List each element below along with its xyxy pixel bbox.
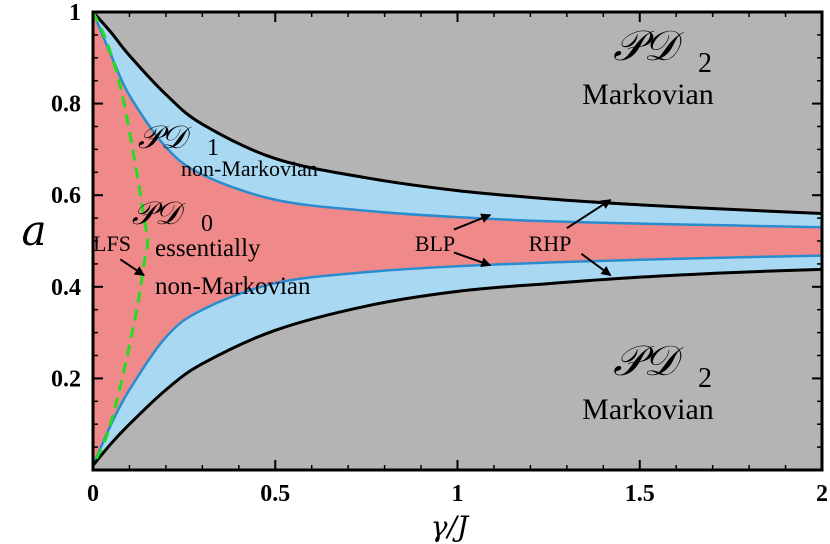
curve-inner-lower <box>91 254 823 466</box>
region-description: non-Markovian <box>181 156 318 181</box>
region-description: non-Markovian <box>155 273 311 300</box>
annotation-arrow <box>119 258 145 277</box>
region-symbol: 𝒫𝒟 <box>613 21 684 70</box>
region-subscript: 2 <box>698 363 712 394</box>
region-description: Markovian <box>582 393 714 426</box>
region-subscript: 2 <box>698 48 712 79</box>
x-tick-label: 2 <box>816 481 828 507</box>
annotation-arrow <box>566 198 612 230</box>
x-tick-label: 0.5 <box>260 481 290 507</box>
curves-layer <box>91 11 823 467</box>
region-symbol: 𝒫𝒟 <box>613 336 684 385</box>
region-subscript: 1 <box>207 135 219 161</box>
x-axis-label: γ/J <box>431 510 470 543</box>
curve-inner-upper <box>91 11 823 229</box>
y-tick-label: 0.6 <box>51 183 81 209</box>
annotation-text: LFS <box>93 231 131 256</box>
region-description: Markovian <box>582 78 714 111</box>
annotation-arrow <box>453 213 492 231</box>
region-symbol: 𝒫𝒟 <box>132 194 186 232</box>
axes-layer: 0 0.5 1 1.5 2 0.2 0.4 0.6 0.8 1 γ/J a <box>21 0 828 543</box>
region-symbol: 𝒫𝒟 <box>138 118 192 156</box>
annotation-blp: BLP <box>415 213 492 268</box>
regions-layer <box>93 12 822 470</box>
annotation-arrow <box>580 253 612 277</box>
y-tick-label: 1 <box>69 0 81 26</box>
y-tick-label: 0.4 <box>51 275 81 301</box>
x-tick-label: 1 <box>452 481 464 507</box>
curve-lfs <box>91 11 150 467</box>
y-axis-label: a <box>21 206 46 255</box>
annotation-text: BLP <box>415 231 455 256</box>
annotation-arrow <box>453 251 492 268</box>
annotation-rhp: RHP <box>529 198 612 277</box>
curve-outer-upper <box>91 11 823 216</box>
region-pd0-fill <box>93 12 822 466</box>
annotation-text: RHP <box>529 231 572 256</box>
region-description: essentially <box>155 235 261 262</box>
y-tick-label: 0.8 <box>51 92 81 118</box>
curve-outer-lower <box>91 267 823 467</box>
x-tick-label: 1.5 <box>625 481 655 507</box>
annotation-lfs: LFS <box>93 231 145 277</box>
region-subscript: 0 <box>201 211 213 237</box>
x-tick-label: 0 <box>87 481 99 507</box>
y-tick-label: 0.2 <box>51 366 81 392</box>
